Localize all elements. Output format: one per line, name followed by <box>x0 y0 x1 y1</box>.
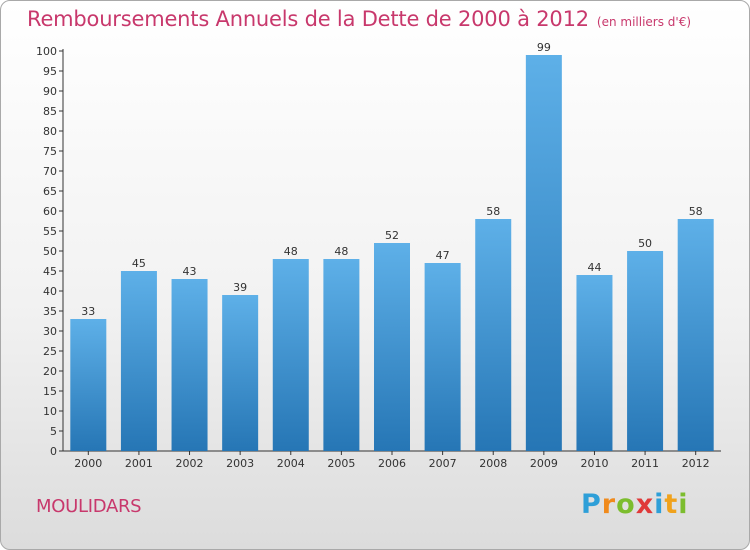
y-tick-label: 100 <box>36 45 57 58</box>
logo-letter: r <box>601 489 617 520</box>
bar-2001 <box>120 271 157 451</box>
commune-name: MOULIDARS <box>36 496 142 517</box>
y-tick-label: 40 <box>43 285 57 298</box>
logo-letter: o <box>616 489 636 520</box>
data-label-2007: 47 <box>436 249 450 262</box>
bar-2010 <box>576 275 613 451</box>
chart-subtitle: (en milliers d'€) <box>596 15 692 29</box>
y-tick-label: 95 <box>43 65 57 78</box>
y-tick-label: 80 <box>43 125 57 138</box>
x-tick-label: 2003 <box>226 457 254 470</box>
y-tick-label: 75 <box>43 145 57 158</box>
bar-2012 <box>677 219 714 451</box>
bar-2005 <box>323 259 360 451</box>
bar-2004 <box>272 259 309 451</box>
logo-letter: x <box>635 489 655 520</box>
chart-title-text: Remboursements Annuels de la Dette de 20… <box>27 7 589 31</box>
y-tick-label: 15 <box>43 385 57 398</box>
x-tick-label: 2001 <box>125 457 153 470</box>
y-tick-label: 5 <box>50 425 57 438</box>
data-label-2002: 43 <box>183 265 197 278</box>
data-label-2011: 50 <box>638 237 652 250</box>
x-tick-label: 2004 <box>277 457 305 470</box>
data-label-2006: 52 <box>385 229 399 242</box>
bar-2002 <box>171 279 208 451</box>
x-tick-label: 2011 <box>631 457 659 470</box>
x-tick-label: 2000 <box>74 457 102 470</box>
data-label-2009: 99 <box>537 41 551 54</box>
y-tick-label: 30 <box>43 325 57 338</box>
data-label-2003: 39 <box>233 281 247 294</box>
chart-title: Remboursements Annuels de la Dette de 20… <box>27 7 691 31</box>
x-tick-label: 2008 <box>479 457 507 470</box>
y-tick-label: 90 <box>43 85 57 98</box>
axes: 0 5 10 15 20 25 30 35 40 45 50 55 60 65 70 75 80 85 90 95 10… <box>36 45 721 470</box>
data-label-2012: 58 <box>689 205 703 218</box>
data-label-2001: 45 <box>132 257 146 270</box>
bar-2003 <box>222 295 259 451</box>
logo-letter: i <box>654 489 665 520</box>
data-label-2010: 44 <box>587 261 601 274</box>
x-tick-label: 2012 <box>682 457 710 470</box>
bar-2011 <box>627 251 664 451</box>
data-label-2005: 48 <box>334 245 348 258</box>
y-tick-label: 65 <box>43 185 57 198</box>
y-tick-label: 0 <box>50 445 57 458</box>
y-tick-label: 20 <box>43 365 57 378</box>
bar-2009 <box>525 55 562 451</box>
y-tick-label: 55 <box>43 225 57 238</box>
x-tick-label: 2005 <box>327 457 355 470</box>
x-tick-label: 2009 <box>530 457 558 470</box>
bar-2000 <box>70 319 107 451</box>
data-labels: 33 45 43 39 48 48 52 47 58 99 44 50 58 <box>81 41 702 318</box>
logo-letter: i <box>678 489 689 520</box>
bar-2006 <box>374 243 410 451</box>
logo-letter: t <box>664 489 679 520</box>
x-tick-label: 2002 <box>176 457 204 470</box>
x-tick-label: 2010 <box>580 457 608 470</box>
logo-letter: P <box>581 489 602 520</box>
x-tick-label: 2006 <box>378 457 406 470</box>
y-tick-label: 50 <box>43 245 57 258</box>
y-tick-label: 10 <box>43 405 57 418</box>
y-tick-label: 45 <box>43 265 57 278</box>
y-tick-label: 25 <box>43 345 57 358</box>
data-label-2004: 48 <box>284 245 298 258</box>
bars <box>70 55 714 451</box>
data-label-2000: 33 <box>81 305 95 318</box>
x-tick-label: 2007 <box>429 457 457 470</box>
proxiti-logo[interactable]: Proxiti <box>581 489 689 520</box>
y-tick-label: 85 <box>43 105 57 118</box>
y-tick-label: 70 <box>43 165 57 178</box>
y-tick-label: 60 <box>43 205 57 218</box>
y-tick-label: 35 <box>43 305 57 318</box>
bar-2008 <box>475 219 512 451</box>
bar-2007 <box>424 263 461 451</box>
data-label-2008: 58 <box>486 205 500 218</box>
